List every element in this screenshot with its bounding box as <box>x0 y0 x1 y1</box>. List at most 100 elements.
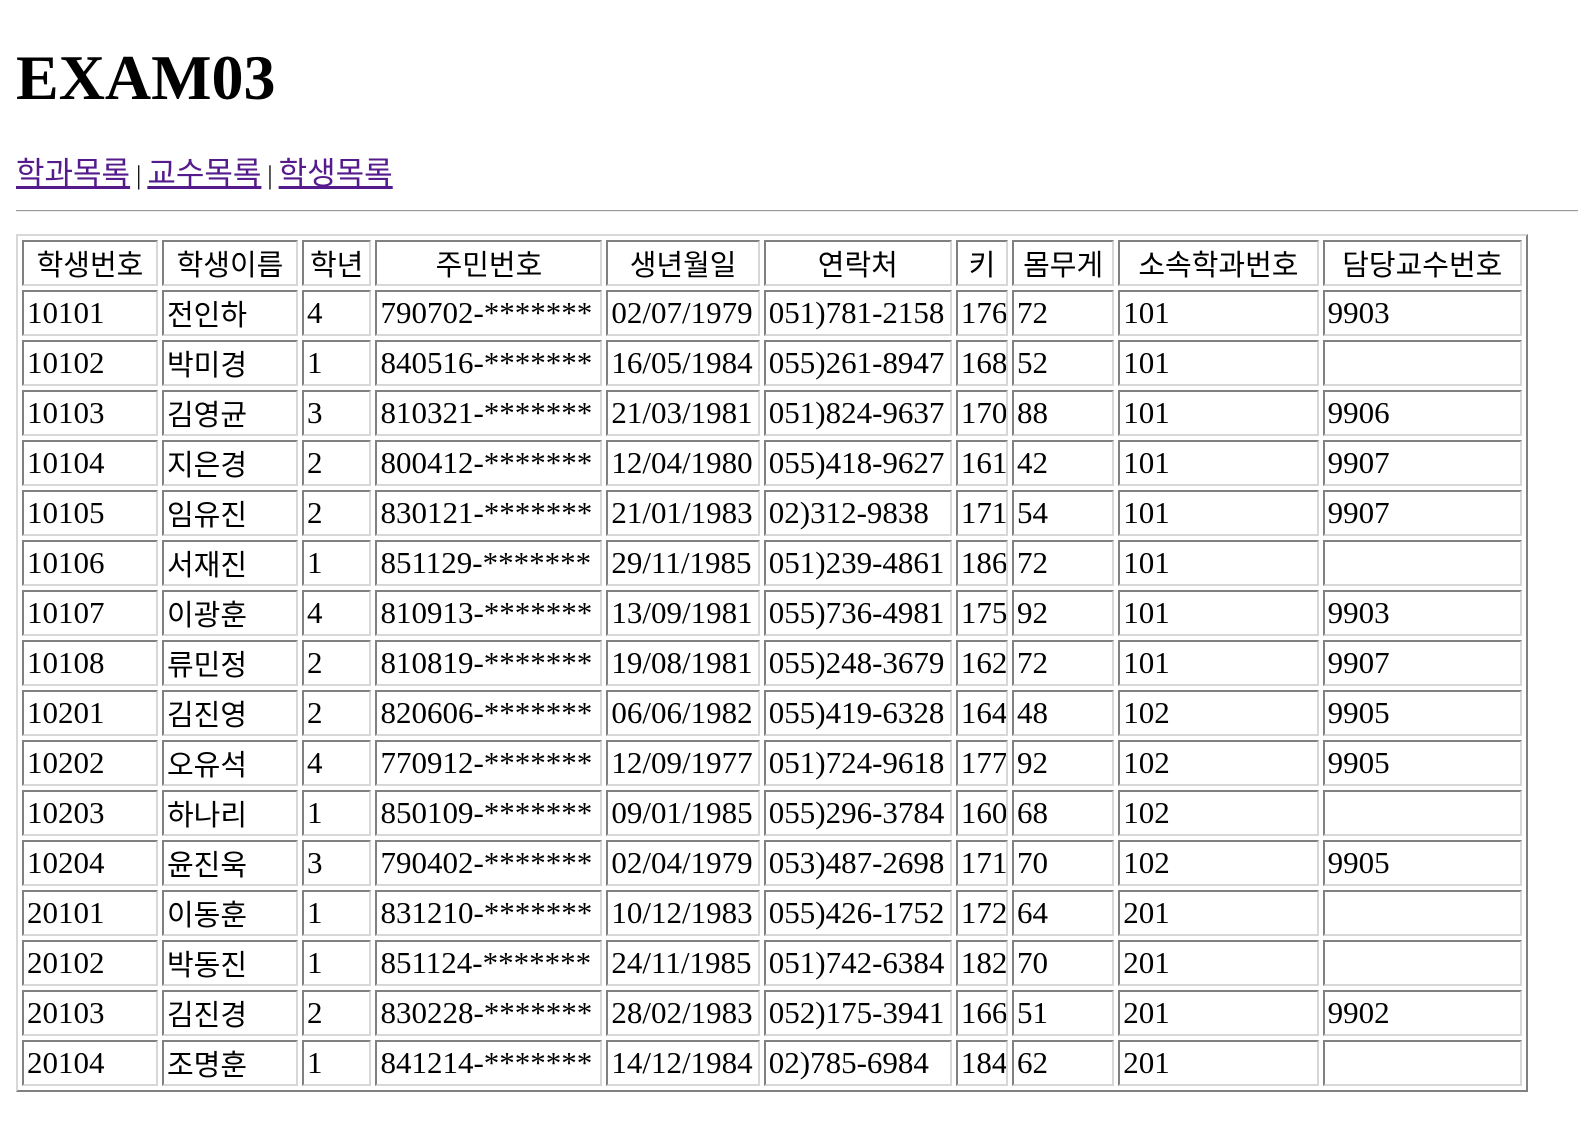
table-row: 10104 지은경 2 800412-******* 12/04/1980 055)418… <box>22 440 1522 486</box>
cell-phone: 051)239-4861 <box>763 540 952 586</box>
cell-weight: 48 <box>1011 690 1115 736</box>
table-row: 20101 이동훈 1 831210-******* 10/12/1983 055)426… <box>22 890 1522 936</box>
cell-grade: 2 <box>301 640 372 686</box>
cell-professor-id: 9905 <box>1322 740 1522 786</box>
cell-height: 166 <box>955 990 1008 1036</box>
cell-height: 182 <box>955 940 1008 986</box>
cell-grade: 4 <box>301 290 372 336</box>
cell-student-id: 20102 <box>22 940 158 986</box>
cell-weight: 72 <box>1011 290 1115 336</box>
cell-professor-id: 9905 <box>1322 690 1522 736</box>
cell-student-id: 10104 <box>22 440 158 486</box>
cell-height: 175 <box>955 590 1008 636</box>
cell-weight: 68 <box>1011 790 1115 836</box>
table-row: 20103 김진경 2 830228-******* 28/02/1983 052)175… <box>22 990 1522 1036</box>
cell-department-id: 101 <box>1118 590 1319 636</box>
cell-grade: 2 <box>301 690 372 736</box>
cell-grade: 2 <box>301 490 372 536</box>
cell-weight: 88 <box>1011 390 1115 436</box>
cell-grade: 4 <box>301 590 372 636</box>
cell-student-name: 박동진 <box>161 940 298 986</box>
cell-grade: 4 <box>301 740 372 786</box>
nav-link-students[interactable]: 학생목록 <box>278 156 393 192</box>
cell-birth-date: 21/01/1983 <box>606 490 760 536</box>
cell-professor-id: 9902 <box>1322 990 1522 1036</box>
cell-professor-id <box>1322 790 1522 836</box>
cell-student-id: 10201 <box>22 690 158 736</box>
cell-birth-date: 06/06/1982 <box>606 690 760 736</box>
cell-department-id: 101 <box>1118 290 1319 336</box>
cell-resident-number: 851124-******* <box>375 940 603 986</box>
cell-height: 172 <box>955 890 1008 936</box>
cell-department-id: 102 <box>1118 790 1319 836</box>
cell-weight: 62 <box>1011 1040 1115 1086</box>
cell-student-id: 10103 <box>22 390 158 436</box>
cell-professor-id: 9903 <box>1322 590 1522 636</box>
table-row: 20104 조명훈 1 841214-******* 14/12/1984 02)785-… <box>22 1040 1522 1086</box>
cell-grade: 1 <box>301 940 372 986</box>
cell-height: 186 <box>955 540 1008 586</box>
cell-resident-number: 810321-******* <box>375 390 603 436</box>
table-row: 10101 전인하 4 790702-******* 02/07/1979 051)781… <box>22 290 1522 336</box>
cell-grade: 2 <box>301 990 372 1036</box>
cell-weight: 92 <box>1011 740 1115 786</box>
cell-phone: 055)426-1752 <box>763 890 952 936</box>
cell-professor-id: 9907 <box>1322 640 1522 686</box>
cell-birth-date: 02/04/1979 <box>606 840 760 886</box>
cell-height: 160 <box>955 790 1008 836</box>
nav-separator: | <box>136 161 142 190</box>
table-row: 10107 이광훈 4 810913-******* 13/09/1981 055)736… <box>22 590 1522 636</box>
cell-phone: 053)487-2698 <box>763 840 952 886</box>
cell-student-name: 박미경 <box>161 340 298 386</box>
nav-link-professors[interactable]: 교수목록 <box>147 156 262 192</box>
table-row: 10108 류민정 2 810819-******* 19/08/1981 055)248… <box>22 640 1522 686</box>
cell-resident-number: 790402-******* <box>375 840 603 886</box>
cell-birth-date: 12/09/1977 <box>606 740 760 786</box>
cell-resident-number: 810819-******* <box>375 640 603 686</box>
table-row: 10203 하나리 1 850109-******* 09/01/1985 055)296… <box>22 790 1522 836</box>
cell-department-id: 101 <box>1118 340 1319 386</box>
cell-weight: 54 <box>1011 490 1115 536</box>
cell-student-name: 김진영 <box>161 690 298 736</box>
cell-resident-number: 790702-******* <box>375 290 603 336</box>
cell-weight: 72 <box>1011 640 1115 686</box>
cell-weight: 52 <box>1011 340 1115 386</box>
cell-student-name: 윤진욱 <box>161 840 298 886</box>
cell-weight: 70 <box>1011 840 1115 886</box>
cell-student-id: 10106 <box>22 540 158 586</box>
column-header-grade: 학년 <box>301 240 372 286</box>
cell-height: 171 <box>955 840 1008 886</box>
cell-student-name: 김영균 <box>161 390 298 436</box>
cell-phone: 052)175-3941 <box>763 990 952 1036</box>
cell-resident-number: 840516-******* <box>375 340 603 386</box>
cell-department-id: 201 <box>1118 990 1319 1036</box>
cell-birth-date: 16/05/1984 <box>606 340 760 386</box>
nav-separator: | <box>267 161 273 190</box>
cell-birth-date: 14/12/1984 <box>606 1040 760 1086</box>
column-header-professor-id: 담당교수번호 <box>1322 240 1522 286</box>
cell-grade: 1 <box>301 790 372 836</box>
column-header-student-name: 학생이름 <box>161 240 298 286</box>
cell-phone: 055)419-6328 <box>763 690 952 736</box>
cell-height: 161 <box>955 440 1008 486</box>
cell-birth-date: 21/03/1981 <box>606 390 760 436</box>
cell-professor-id <box>1322 1040 1522 1086</box>
cell-phone: 051)781-2158 <box>763 290 952 336</box>
cell-student-id: 20104 <box>22 1040 158 1086</box>
cell-professor-id <box>1322 540 1522 586</box>
cell-resident-number: 810913-******* <box>375 590 603 636</box>
table-row: 10202 오유석 4 770912-******* 12/09/1977 051)724… <box>22 740 1522 786</box>
cell-phone: 051)724-9618 <box>763 740 952 786</box>
cell-professor-id: 9907 <box>1322 440 1522 486</box>
cell-student-id: 10203 <box>22 790 158 836</box>
column-header-student-id: 학생번호 <box>22 240 158 286</box>
column-header-department-id: 소속학과번호 <box>1118 240 1319 286</box>
cell-department-id: 101 <box>1118 540 1319 586</box>
nav-link-departments[interactable]: 학과목록 <box>16 156 131 192</box>
cell-grade: 1 <box>301 340 372 386</box>
cell-professor-id: 9903 <box>1322 290 1522 336</box>
nav-links: 학과목록 | 교수목록 | 학생목록 <box>16 152 393 198</box>
cell-weight: 92 <box>1011 590 1115 636</box>
student-table: 학생번호 학생이름 학년 주민번호 생년월일 연락처 키 몸무게 소속학과번호 담당교수번호 10… <box>16 234 1528 1092</box>
cell-resident-number: 841214-******* <box>375 1040 603 1086</box>
